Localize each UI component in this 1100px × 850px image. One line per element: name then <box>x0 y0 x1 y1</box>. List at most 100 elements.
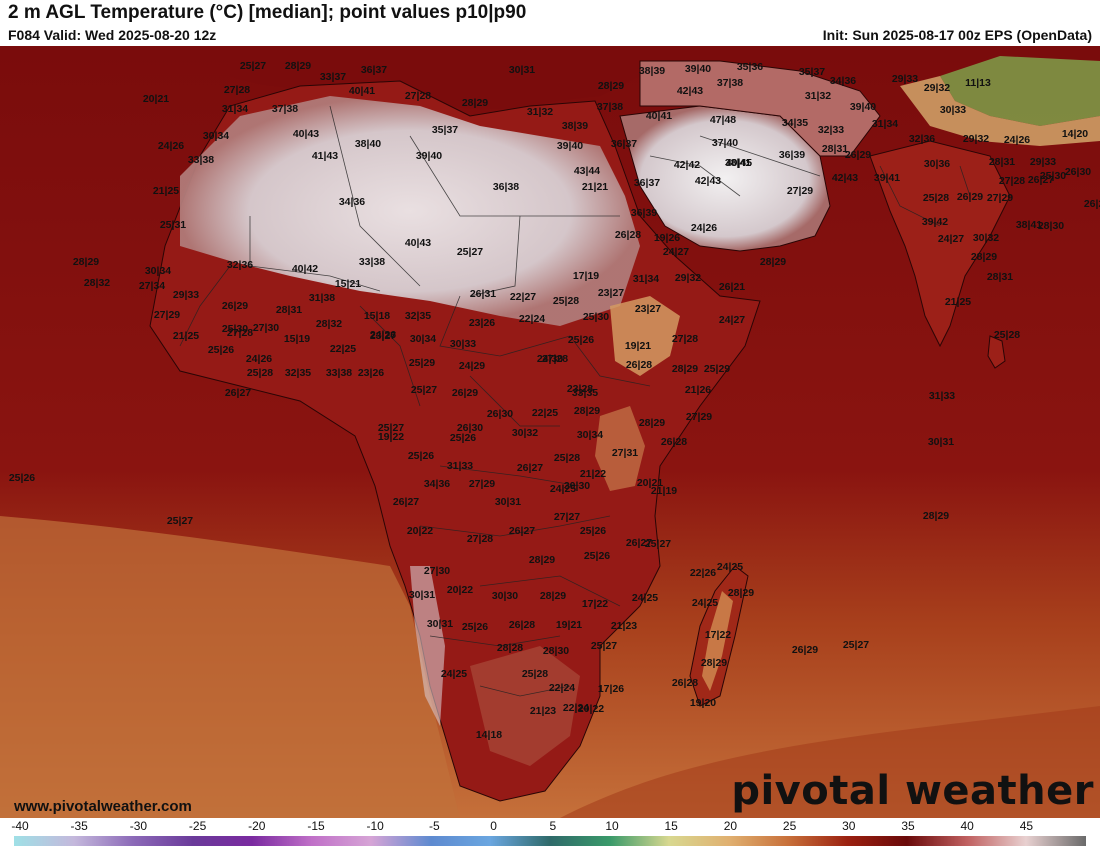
temperature-map[interactable]: 25|27 28|29 33|37 36|37 30|31 28|29 38|39 39|40… <box>0 46 1100 818</box>
point-value-label: 29|33 <box>1030 156 1056 168</box>
point-value-label: 25|30 <box>1040 170 1066 182</box>
point-value-label: 30|34 <box>577 429 603 441</box>
point-value-label: 21|26 <box>685 384 711 396</box>
point-value-label: 28|28 <box>497 642 523 654</box>
point-value-label: 30|30 <box>492 590 518 602</box>
point-value-label: 29|32 <box>675 272 701 284</box>
point-value-label: 28|31 <box>989 156 1015 168</box>
point-value-label: 30|36 <box>924 158 950 170</box>
point-value-label: 33|35 <box>572 387 598 399</box>
point-value-label: 24|30 <box>537 353 563 365</box>
south-atlantic-cool-water <box>0 516 460 818</box>
point-value-label: 24|26 <box>691 222 717 234</box>
point-value-label: 32|35 <box>285 367 311 379</box>
point-value-label: 39|41 <box>874 172 900 184</box>
point-value-label: 27|34 <box>139 280 165 292</box>
point-value-label: 26|28 <box>672 677 698 689</box>
point-value-label: 11|13 <box>965 77 991 89</box>
point-value-label: 24|26 <box>370 329 396 341</box>
point-value-label: 36|39 <box>631 207 657 219</box>
point-value-label: 21|25 <box>173 330 199 342</box>
point-value-label: 27|28 <box>999 175 1025 187</box>
point-value-label: 38|39 <box>639 65 665 77</box>
point-value-label: 25|26 <box>9 472 35 484</box>
colorbar-tick-label: 20 <box>723 819 738 833</box>
point-value-label: 26|30 <box>457 422 483 434</box>
point-value-label: 25|29 <box>409 357 435 369</box>
point-value-label: 21|22 <box>580 468 606 480</box>
point-value-label: 28|31 <box>276 304 302 316</box>
point-value-label: 23|27 <box>598 287 624 299</box>
colorbar-tick-label: 15 <box>664 819 678 833</box>
website-url[interactable]: www.pivotalweather.com <box>14 798 192 815</box>
point-value-label: 20|21 <box>637 477 663 489</box>
point-value-label: 25|27 <box>591 640 617 652</box>
point-value-label: 35|36 <box>737 61 763 73</box>
point-value-label: 27|30 <box>253 322 279 334</box>
colorbar-tick-label: -30 <box>129 819 148 833</box>
point-value-label: 28|29 <box>923 510 949 522</box>
point-value-label: 31|32 <box>527 106 553 118</box>
point-value-label: 25|27 <box>457 246 483 258</box>
point-value-label: 26|29 <box>957 191 983 203</box>
point-value-label: 25|27 <box>378 422 404 434</box>
point-value-label: 26|29 <box>452 387 478 399</box>
point-value-label: 25|27 <box>167 515 193 527</box>
point-value-label: 26|29 <box>1084 198 1100 210</box>
point-value-label: 22|24 <box>519 313 545 325</box>
point-value-label: 38|40 <box>355 138 381 150</box>
colorbar-tick-label: -25 <box>188 819 207 833</box>
colorbar-tick-label: 45 <box>1019 819 1034 833</box>
point-value-label: 17|22 <box>582 598 608 610</box>
point-value-label: 17|26 <box>598 683 624 695</box>
map-title: 2 m AGL Temperature (°C) [median]; point… <box>8 2 527 23</box>
point-value-label: 36|37 <box>634 177 660 189</box>
point-value-label: 24|27 <box>663 246 689 258</box>
point-value-label: 30|31 <box>495 496 521 508</box>
point-value-label: 22|26 <box>690 567 716 579</box>
point-value-label: 25|26 <box>408 450 434 462</box>
point-value-label: 35|37 <box>432 124 458 136</box>
colorbar-tick-label: 5 <box>549 819 557 833</box>
point-value-label: 22|25 <box>532 407 558 419</box>
point-value-label: 25|26 <box>208 344 234 356</box>
point-value-label: 25|26 <box>450 432 476 444</box>
point-value-label: 31|34 <box>222 103 248 115</box>
point-value-label: 29|33 <box>892 73 918 85</box>
point-value-label: 29|32 <box>963 133 989 145</box>
point-value-label: 28|29 <box>574 405 600 417</box>
colorbar-tick-label: -35 <box>70 819 88 833</box>
brand-logo: pivotal weather <box>731 768 1094 814</box>
point-value-label: 31|32 <box>805 90 831 102</box>
point-value-label: 24|27 <box>719 314 745 326</box>
colorbar-tick-label: 30 <box>842 819 856 833</box>
indian-ocean-south <box>560 706 1100 818</box>
point-value-label: 28|29 <box>701 657 727 669</box>
madagascar-highland <box>702 591 733 691</box>
point-value-label: 39|42 <box>922 216 948 228</box>
point-value-label: 28|29 <box>462 97 488 109</box>
point-value-label: 26|27 <box>626 537 652 549</box>
point-value-label: 47|48 <box>710 114 736 126</box>
point-value-label: 15|21 <box>335 278 361 290</box>
point-value-label: 25|26 <box>584 550 610 562</box>
point-value-label: 34|35 <box>782 117 808 129</box>
point-value-label: 27|28 <box>224 84 250 96</box>
point-value-label: 19|21 <box>556 619 582 631</box>
point-value-label: 27|29 <box>987 192 1013 204</box>
colorbar-tick-label: 0 <box>490 819 497 833</box>
colorbar-gradient <box>14 836 1086 846</box>
point-value-label: 21|19 <box>651 485 677 497</box>
point-value-label: 31|34 <box>633 273 659 285</box>
point-value-label: 33|38 <box>359 256 385 268</box>
point-value-label: 26|27 <box>517 462 543 474</box>
point-value-label: 37|38 <box>717 77 743 89</box>
point-value-label: 22|27 <box>510 291 536 303</box>
point-value-label: 26|29 <box>845 149 871 161</box>
point-value-label: 19|22 <box>378 431 404 443</box>
point-value-label: 26|28 <box>509 619 535 631</box>
point-value-label: 33|38 <box>188 154 214 166</box>
colorbar-tick-label: -10 <box>366 819 384 833</box>
point-value-label: 27|30 <box>424 565 450 577</box>
point-value-label: 26|27 <box>1028 174 1054 186</box>
